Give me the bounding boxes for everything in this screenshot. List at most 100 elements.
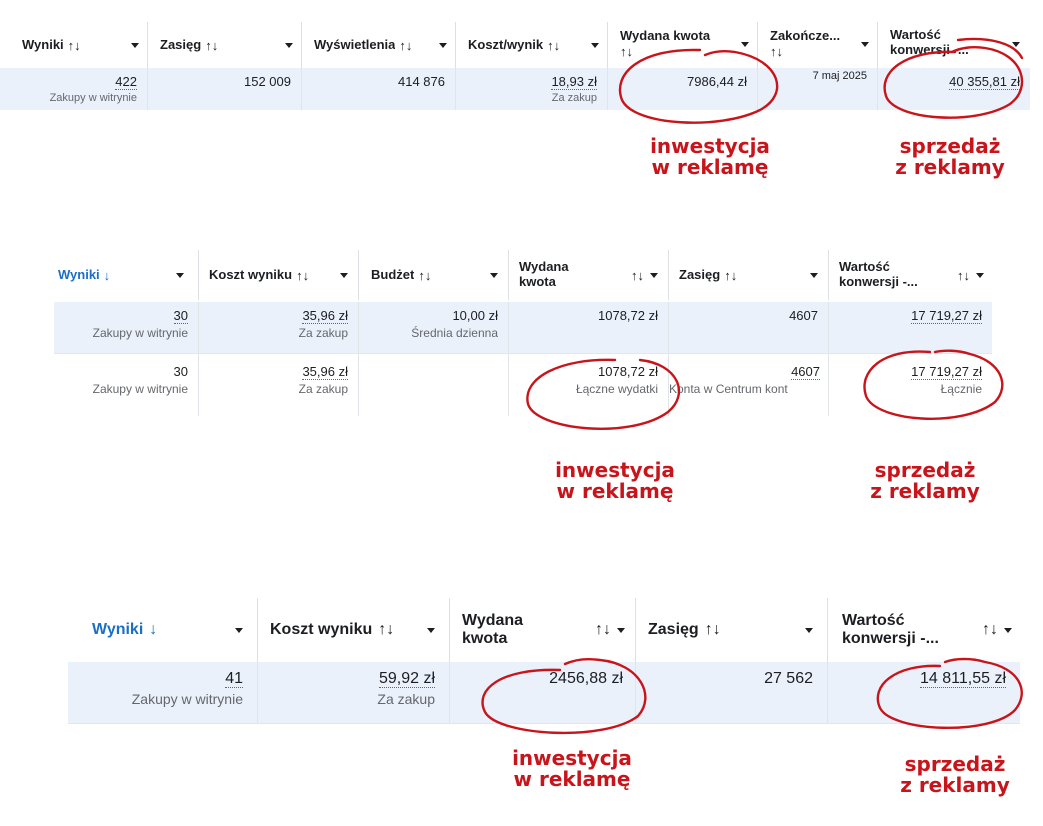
cell-impressions: 414 876 <box>302 68 456 110</box>
impressions-value: 414 876 <box>398 74 445 89</box>
sort-icon[interactable]: ↓ <box>103 267 111 283</box>
sort-icon[interactable]: ↓ <box>149 621 158 638</box>
column-header-cost-per-result[interactable]: Koszt/wynik ↑↓ <box>456 22 608 68</box>
chevron-down-icon[interactable] <box>805 627 813 633</box>
cost-subtext: Za zakup <box>551 92 597 104</box>
sort-icon[interactable]: ↑↓ <box>67 37 81 53</box>
column-label: Zasięg <box>160 37 202 52</box>
sort-icon[interactable]: ↑↓ <box>547 37 561 53</box>
annotation-investment: inwestycja w reklamę <box>640 136 780 178</box>
column-label: Wartość konwersji -... <box>890 28 969 57</box>
ads-table-2: Wyniki ↓ Koszt wyniku ↑↓ Budżet ↑↓ Wydan… <box>54 250 992 420</box>
sort-icon[interactable]: ↑↓ <box>982 621 998 638</box>
column-header-reach[interactable]: Zasięg ↑↓ <box>669 250 829 300</box>
annotation-line: sprzedaż <box>874 458 976 482</box>
column-header-budget[interactable]: Budżet ↑↓ <box>359 250 509 300</box>
column-label: Zasięg <box>648 620 699 638</box>
cell-reach: 4607 <box>669 302 829 353</box>
column-header-cost-per-result[interactable]: Koszt wyniku ↑↓ <box>199 250 359 300</box>
column-header-results[interactable]: Wyniki ↓ <box>54 250 199 300</box>
sort-icon[interactable]: ↑↓ <box>631 267 644 283</box>
reach-subtext: Konta w Centrum kont <box>669 382 788 396</box>
column-header-amount-spent[interactable]: Wydana kwota ↑↓ <box>450 598 636 662</box>
cost-value[interactable]: 35,96 zł <box>302 364 348 380</box>
column-header-reach[interactable]: Zasięg ↑↓ <box>636 598 828 662</box>
column-label: Wyniki <box>58 267 100 282</box>
chevron-down-icon[interactable] <box>650 272 658 278</box>
column-header-amount-spent[interactable]: Wydana kwota ↑↓ <box>608 22 758 68</box>
sort-icon[interactable]: ↑↓ <box>704 621 721 638</box>
column-header-results[interactable]: Wyniki ↑↓ <box>0 22 148 68</box>
chevron-down-icon[interactable] <box>617 627 625 633</box>
table-header: Wyniki ↓ Koszt wyniku ↑↓ Budżet ↑↓ Wydan… <box>54 250 992 300</box>
chevron-down-icon[interactable] <box>741 42 749 47</box>
column-header-impressions[interactable]: Wyświetlenia ↑↓ <box>302 22 456 68</box>
chevron-down-icon[interactable] <box>235 627 243 633</box>
chevron-down-icon[interactable] <box>490 272 498 278</box>
cost-per-result-value[interactable]: 18,93 zł <box>551 74 597 90</box>
budget-value: 10,00 zł <box>452 308 498 323</box>
ads-table-3: Wyniki ↓ Koszt wyniku ↑↓ Wydana kwota ↑↓… <box>68 598 1020 730</box>
chevron-down-icon[interactable] <box>439 42 447 48</box>
results-value[interactable]: 422 <box>115 74 137 90</box>
cell-results: 422 Zakupy w witrynie <box>0 68 148 110</box>
column-header-amount-spent[interactable]: Wydana kwota ↑↓ <box>509 250 669 300</box>
results-subtext: Zakupy w witrynie <box>92 382 188 396</box>
column-header-conversion-value[interactable]: Wartość konwersji -... ↑↓ <box>828 598 1020 662</box>
sort-icon[interactable]: ↑↓ <box>399 37 413 53</box>
results-value[interactable]: 41 <box>225 670 243 688</box>
conversion-subtext: Łącznie <box>940 382 982 396</box>
cost-subtext: Za zakup <box>298 382 348 396</box>
conversion-value[interactable]: 17 719,27 zł <box>911 308 982 324</box>
chevron-down-icon[interactable] <box>427 627 435 633</box>
cell-results: 30 Zakupy w witrynie <box>54 354 199 416</box>
conversion-value[interactable]: 14 811,55 zł <box>920 670 1006 688</box>
column-header-conversion-value[interactable]: Wartość konwersji -... <box>878 22 1030 68</box>
chevron-down-icon[interactable] <box>1012 42 1020 47</box>
column-header-end-date[interactable]: Zakończe... ↑↓ <box>758 22 878 68</box>
cost-value[interactable]: 59,92 zł <box>378 670 435 688</box>
chevron-down-icon[interactable] <box>861 42 869 47</box>
sort-icon[interactable]: ↑↓ <box>724 267 738 283</box>
column-label: Wyniki <box>92 620 144 638</box>
cell-amount-spent: 1078,72 zł <box>509 302 669 353</box>
annotation-line: z reklamy <box>900 773 1010 797</box>
column-header-results[interactable]: Wyniki ↓ <box>68 598 258 662</box>
sort-icon[interactable]: ↑↓ <box>205 37 219 53</box>
sort-icon[interactable]: ↑↓ <box>595 621 611 638</box>
chevron-down-icon[interactable] <box>810 272 818 278</box>
annotation-line: inwestycja <box>555 458 675 482</box>
results-value[interactable]: 30 <box>173 308 188 324</box>
sort-icon[interactable]: ↑↓ <box>957 267 970 283</box>
annotation-line: inwestycja <box>512 746 632 770</box>
conversion-value[interactable]: 17 719,27 zł <box>911 364 982 380</box>
chevron-down-icon[interactable] <box>1004 627 1012 633</box>
column-label: Wyniki <box>22 37 64 52</box>
table-row[interactable]: 41 Zakupy w witrynie 59,92 zł Za zakup 2… <box>68 662 1020 724</box>
amount-spent-subtext: Łączne wydatki <box>575 382 658 396</box>
table-row[interactable]: 30 Zakupy w witrynie 35,96 zł Za zakup 1… <box>54 302 992 354</box>
cost-value[interactable]: 35,96 zł <box>302 308 348 324</box>
sort-icon[interactable]: ↑↓ <box>418 267 432 283</box>
sort-icon[interactable]: ↑↓ <box>770 44 783 60</box>
annotation-line: w reklamę <box>651 155 769 179</box>
chevron-down-icon[interactable] <box>340 272 348 278</box>
column-header-reach[interactable]: Zasięg ↑↓ <box>148 22 302 68</box>
chevron-down-icon[interactable] <box>976 272 984 278</box>
conversion-value[interactable]: 40 355,81 zł <box>949 74 1020 90</box>
column-label: Wydana kwota <box>620 28 711 43</box>
reach-value[interactable]: 4607 <box>791 364 820 380</box>
column-label: Zasięg <box>679 267 721 282</box>
sort-icon[interactable]: ↑↓ <box>620 44 633 60</box>
table-row[interactable]: 422 Zakupy w witrynie 152 009 414 876 18… <box>0 68 1030 110</box>
chevron-down-icon[interactable] <box>131 42 139 48</box>
table-row-summary: 30 Zakupy w witrynie 35,96 zł Za zakup 1… <box>54 354 992 416</box>
column-header-conversion-value[interactable]: Wartość konwersji -... ↑↓ <box>829 250 992 300</box>
chevron-down-icon[interactable] <box>176 272 184 278</box>
chevron-down-icon[interactable] <box>591 42 599 48</box>
reach-value: 27 562 <box>764 670 813 687</box>
sort-icon[interactable]: ↑↓ <box>296 267 310 283</box>
sort-icon[interactable]: ↑↓ <box>378 621 395 638</box>
column-header-cost-per-result[interactable]: Koszt wyniku ↑↓ <box>258 598 450 662</box>
chevron-down-icon[interactable] <box>285 42 293 48</box>
